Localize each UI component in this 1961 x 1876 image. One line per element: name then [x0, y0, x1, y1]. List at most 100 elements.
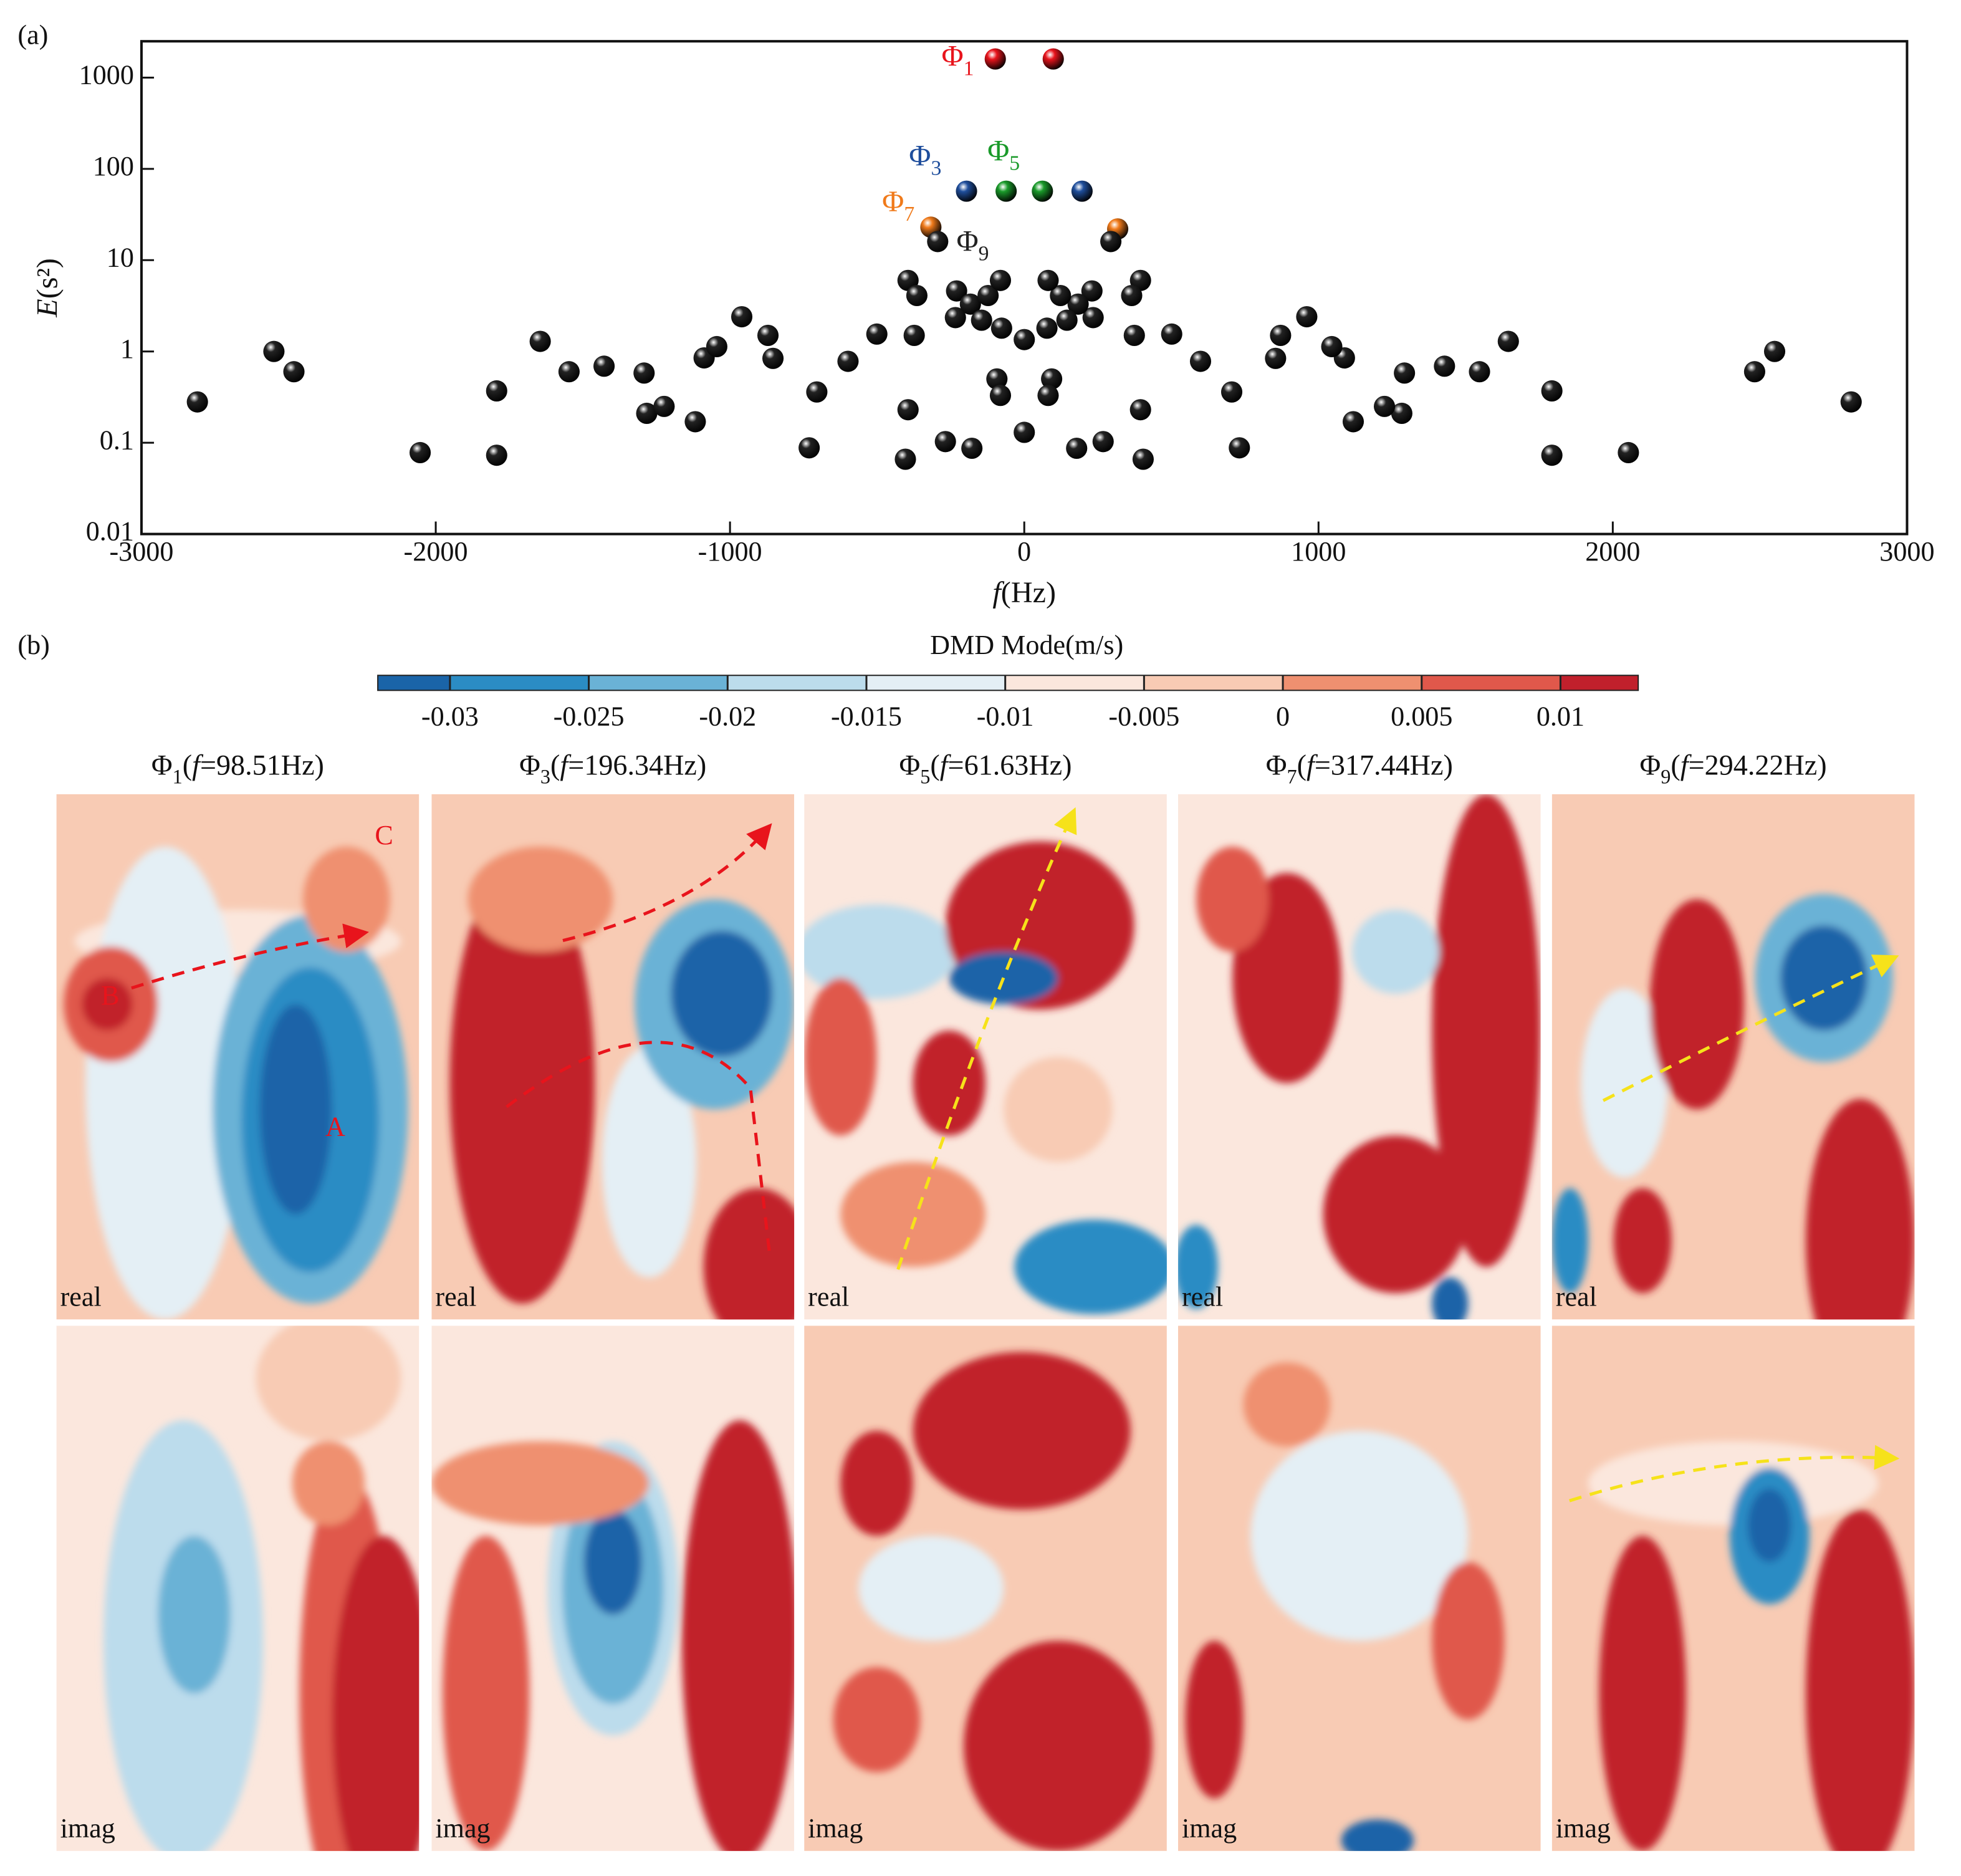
data-point [1014, 421, 1035, 443]
row-label: real [1182, 1281, 1223, 1312]
contour-region [1432, 1277, 1469, 1320]
mode-field [56, 1325, 420, 1851]
mode-field [1177, 794, 1541, 1320]
colorbar-band [1005, 675, 1144, 691]
contour-region [840, 1162, 986, 1268]
data-point [903, 324, 925, 346]
x-tick-label: -3000 [109, 536, 173, 567]
data-point [934, 431, 956, 453]
contour-region [1780, 925, 1868, 1031]
y-tick-label: 1000 [79, 60, 134, 90]
data-point [984, 48, 1006, 70]
contour-region [913, 1030, 986, 1136]
arrow [1569, 1445, 1900, 1503]
arrow [131, 923, 369, 990]
arrow [1602, 955, 1899, 1102]
x-tick-label: -2000 [404, 536, 468, 567]
data-point [1082, 307, 1104, 329]
panels: Φ1(f=98.51Hz) real imag Φ3(f=196.34Hz) real i… [56, 749, 1915, 1851]
data-point [894, 448, 916, 470]
colorbar-tick-label: -0.01 [977, 701, 1034, 732]
data-point [486, 380, 507, 402]
contour-region [602, 1046, 697, 1277]
data-point [1056, 309, 1078, 331]
contour-region [1196, 847, 1269, 952]
data-point [1037, 385, 1059, 406]
x-axis-label: f(Hz) [992, 576, 1056, 609]
arrows [131, 807, 1900, 1503]
mode-field [804, 794, 1167, 1320]
data-point [653, 395, 675, 417]
panel-title: Φ3(f=196.34Hz) [519, 749, 706, 788]
x-tick-label: 1000 [1291, 536, 1346, 567]
data-point [633, 362, 655, 384]
colorbar-band [1421, 675, 1561, 691]
mode-field [431, 1325, 795, 1851]
contour-region [703, 1188, 795, 1320]
contour-region [1250, 1430, 1469, 1641]
row-label: imag [60, 1813, 115, 1844]
colorbar-band [1144, 675, 1283, 691]
data-point [762, 347, 784, 369]
row-label: imag [1182, 1813, 1237, 1844]
data-point [1092, 431, 1114, 453]
annotation: C [375, 820, 393, 850]
data-point [1391, 402, 1412, 425]
data-point [989, 385, 1012, 406]
panel-title: Φ7(f=317.44Hz) [1266, 749, 1453, 788]
data-point [1189, 350, 1212, 372]
data-point [684, 411, 706, 433]
contour-region [1352, 910, 1439, 994]
contour-region [804, 978, 877, 1136]
annotation: A [325, 1112, 345, 1142]
field-contours [1588, 1441, 1915, 1851]
contour-region [1243, 1362, 1331, 1447]
contour-region [1551, 1188, 1588, 1294]
data-point [1321, 335, 1343, 358]
data-point [186, 391, 208, 413]
data-point [927, 231, 949, 253]
contour-region [1599, 1536, 1686, 1851]
colorbar-tick-label: 0 [1276, 701, 1290, 732]
series-label: Φ1 [942, 40, 974, 80]
y-tick-label: 1 [120, 334, 134, 364]
contour-region [913, 1352, 1131, 1510]
row-label: imag [1556, 1813, 1611, 1844]
data-point [1066, 437, 1088, 459]
colorbar-band [866, 675, 1005, 691]
contour-region [1649, 899, 1745, 1110]
contour-region [833, 1667, 921, 1773]
contour-region [158, 1536, 231, 1694]
field-contours [449, 847, 795, 1320]
colorbar-title: DMD Mode(m/s) [930, 630, 1123, 660]
contour-region [1432, 794, 1541, 1268]
data-point [558, 361, 580, 383]
x-tick-label: -1000 [698, 536, 762, 567]
data-point [977, 284, 999, 307]
contour-region [1185, 1640, 1244, 1799]
contour-region [1805, 1509, 1915, 1851]
data-point [731, 306, 753, 328]
contour-region [467, 847, 613, 952]
row-label: imag [435, 1813, 490, 1844]
data-point [1042, 48, 1064, 70]
data-point [990, 317, 1012, 339]
data-point [1434, 355, 1455, 377]
data-point [1743, 361, 1765, 383]
contour-region [583, 1509, 642, 1615]
data-point [971, 309, 992, 331]
mode-field [1551, 1325, 1915, 1851]
data-point [1394, 362, 1416, 384]
contour-region [804, 904, 957, 999]
contour-region [858, 1536, 1004, 1641]
data-point [1763, 340, 1786, 362]
contour-region [82, 978, 133, 1031]
contour-region [1805, 1099, 1915, 1320]
data-point [995, 180, 1017, 202]
data-point [529, 330, 551, 352]
data-point [1270, 324, 1292, 346]
mode-field [1551, 794, 1915, 1320]
data-point [956, 180, 977, 202]
field-contours [804, 841, 1167, 1314]
data-point [959, 293, 981, 315]
